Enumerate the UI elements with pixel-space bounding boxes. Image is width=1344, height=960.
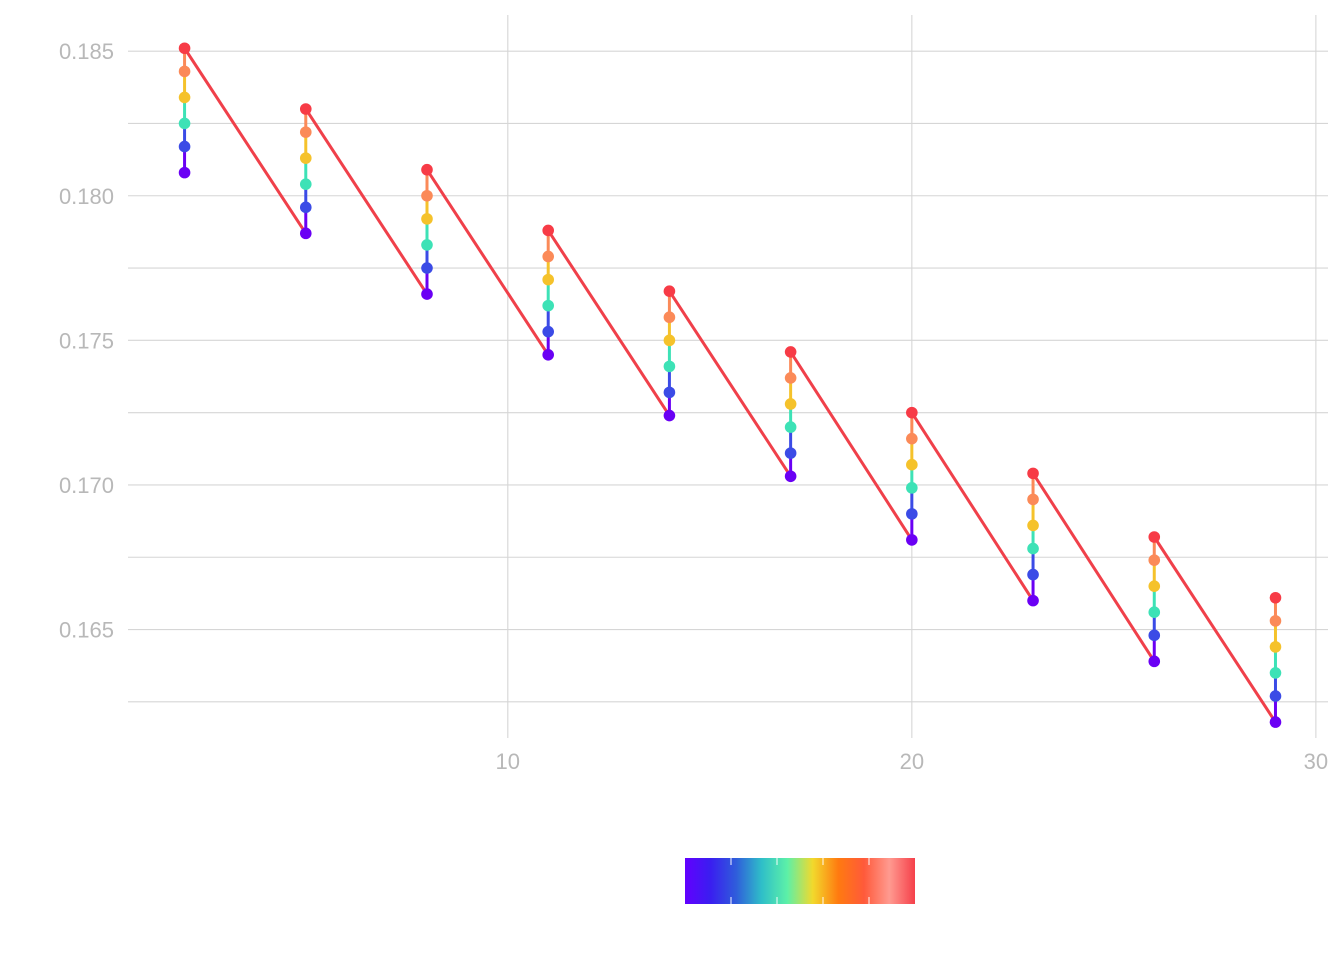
connector-line [1153, 536, 1277, 723]
data-point [421, 189, 433, 202]
data-point [784, 346, 797, 358]
data-point [299, 227, 312, 240]
connector-line [546, 229, 671, 417]
data-point [663, 311, 676, 324]
connector-line [183, 47, 308, 235]
data-point [542, 325, 555, 338]
data-point [421, 213, 433, 225]
data-point [1027, 568, 1039, 581]
data-point [784, 447, 797, 459]
data-point [542, 250, 555, 263]
data-point [784, 421, 797, 433]
data-point [663, 334, 676, 347]
data-point [1148, 606, 1161, 618]
data-point [178, 117, 191, 130]
data-point [421, 163, 433, 176]
data-point [178, 166, 191, 179]
y-tick-label: 0.165 [59, 618, 114, 643]
data-point [663, 386, 676, 399]
data-point [1269, 690, 1282, 702]
data-point [299, 152, 312, 164]
data-point [784, 398, 797, 410]
data-point [1027, 467, 1039, 480]
data-point [1269, 641, 1282, 653]
data-point [299, 103, 312, 115]
data-point [1148, 554, 1161, 566]
data-point [906, 406, 918, 419]
data-point [1148, 629, 1161, 642]
connector-lines [183, 47, 1277, 723]
connector-line [1031, 472, 1156, 663]
data-point [784, 470, 797, 483]
connector-line [910, 411, 1035, 602]
data-point [663, 409, 676, 422]
data-point [663, 285, 676, 297]
data-point [542, 299, 555, 312]
y-tick-label: 0.185 [59, 39, 114, 64]
data-point [1148, 580, 1161, 592]
data-point [1027, 594, 1039, 607]
data-point [906, 458, 918, 471]
data-point [1027, 493, 1039, 506]
connector-line [789, 351, 914, 541]
data-point [421, 262, 433, 274]
data-point [906, 432, 918, 445]
connector-line [304, 108, 429, 295]
data-point [299, 201, 312, 214]
data-points [178, 42, 1282, 728]
x-tick-label: 30 [1304, 749, 1328, 774]
x-tick-label: 10 [496, 749, 520, 774]
y-tick-label: 0.180 [59, 184, 114, 209]
data-point [542, 224, 555, 237]
data-point [906, 508, 918, 520]
connector-line [668, 290, 792, 478]
data-point [1148, 531, 1161, 543]
data-point [421, 288, 433, 300]
data-point [1269, 615, 1282, 627]
data-point [542, 349, 555, 361]
data-point [542, 273, 555, 286]
connector-line [425, 168, 550, 356]
grid-lines [128, 15, 1328, 738]
data-point [178, 140, 191, 153]
colorbar [685, 858, 915, 904]
data-point [1269, 716, 1282, 728]
data-point [663, 360, 676, 373]
data-point [1148, 655, 1161, 668]
data-point [1027, 519, 1039, 532]
data-point [299, 126, 312, 138]
data-point [178, 42, 191, 55]
data-point [1269, 591, 1282, 604]
x-tick-label: 20 [900, 749, 924, 774]
y-tick-label: 0.175 [59, 328, 114, 353]
data-point [784, 372, 797, 384]
data-point [178, 91, 191, 104]
colorbar-legend [685, 858, 915, 904]
data-point [421, 239, 433, 251]
data-point [906, 482, 918, 494]
data-point [906, 534, 918, 546]
data-point [299, 178, 312, 190]
axis-tick-labels: 0.165 0.170 0.175 0.180 0.185 10 20 30 [59, 39, 1328, 774]
y-tick-label: 0.170 [59, 473, 114, 498]
data-point [1027, 542, 1039, 555]
data-point [178, 65, 191, 78]
data-point [1269, 667, 1282, 679]
